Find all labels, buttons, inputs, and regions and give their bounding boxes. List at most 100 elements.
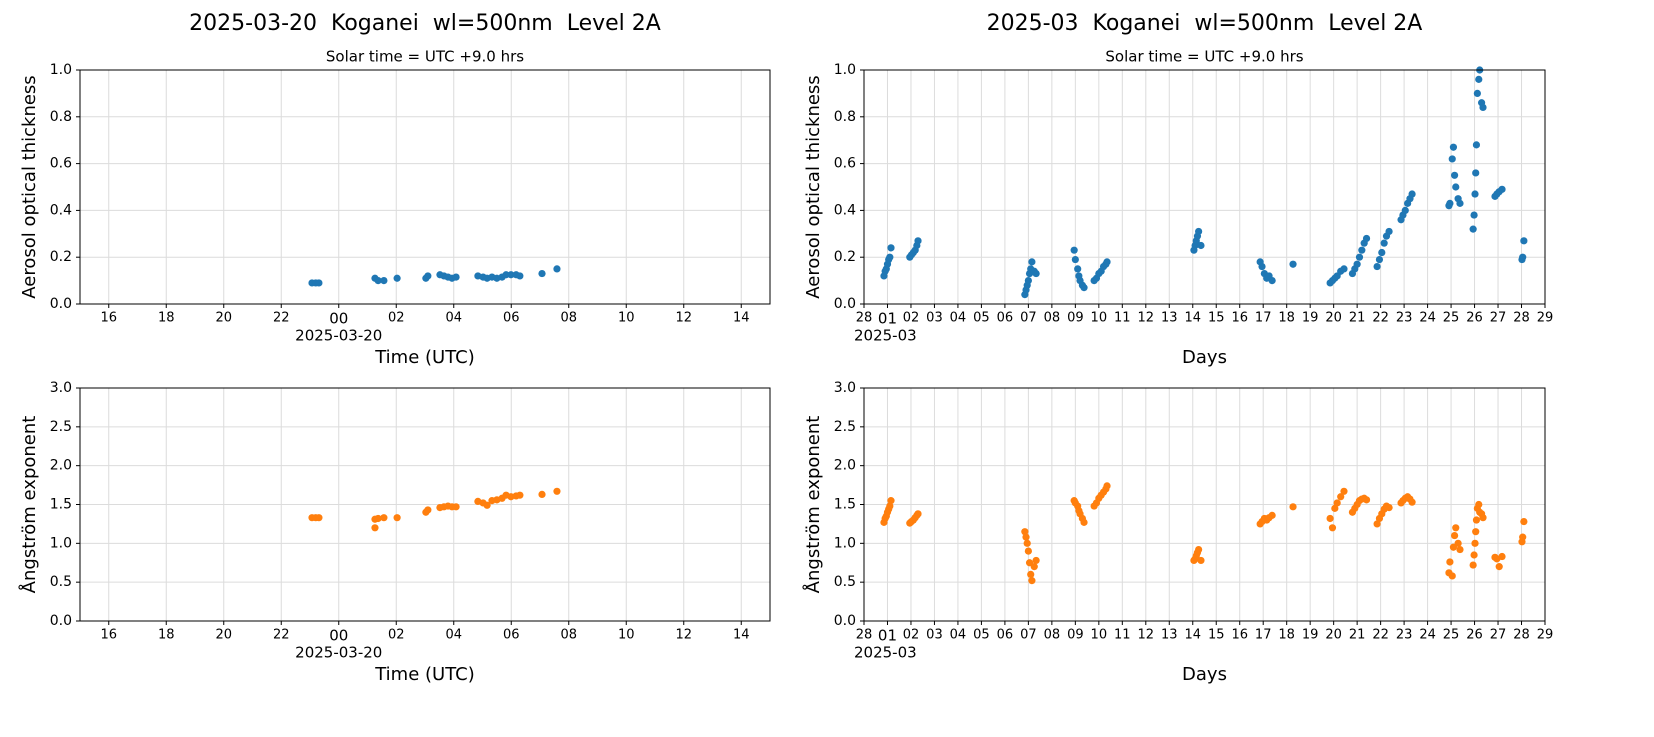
- data-point: [1362, 496, 1371, 504]
- y-tick-label: 1.0: [50, 535, 72, 551]
- x-tick-label: 14: [733, 311, 750, 326]
- x-tick-label: 18: [158, 628, 175, 643]
- data-point: [1023, 539, 1031, 547]
- data-point: [1027, 570, 1035, 579]
- y-tick-label: 0.6: [834, 156, 856, 172]
- x-tick-label: 02: [903, 628, 920, 643]
- x-tick-label: 01: [878, 627, 897, 645]
- data-point: [1028, 258, 1036, 266]
- data-point: [1450, 531, 1459, 540]
- x-tick-label: 22: [273, 311, 290, 326]
- data-point: [1475, 75, 1483, 83]
- x-tick-label: 25: [1443, 311, 1460, 326]
- x-tick-label: 28: [1513, 311, 1530, 326]
- x-tick-label: 06: [997, 311, 1014, 326]
- data-point: [393, 274, 401, 282]
- data-point: [1071, 255, 1079, 264]
- points: [880, 482, 1528, 585]
- data-point: [1401, 206, 1409, 214]
- x-tick-label: 22: [273, 628, 290, 643]
- points: [308, 487, 561, 532]
- y-tick-label: 0.2: [50, 249, 72, 265]
- subplot: 2025-03-20 Koganei wl=500nm Level 2A Sola…: [19, 11, 771, 368]
- data-point: [1289, 260, 1297, 268]
- x-axis-label: Time (UTC): [374, 347, 475, 368]
- x-tick-label: 04: [445, 628, 462, 643]
- x-tick-label: 20: [1325, 628, 1342, 643]
- data-point: [1333, 499, 1341, 507]
- x-tick-label: 02: [388, 311, 405, 326]
- points: [880, 66, 1528, 299]
- x-tick-label: 01: [878, 310, 897, 328]
- data-point: [1469, 225, 1477, 233]
- y-tick-label: 0.8: [834, 109, 856, 125]
- data-point: [374, 277, 382, 285]
- data-point: [1080, 518, 1088, 526]
- x-tick-label: 06: [503, 311, 520, 326]
- x-tick-label: 19: [1302, 628, 1319, 643]
- x-tick-label: 07: [1020, 628, 1037, 643]
- x-tick-label: 22: [1372, 311, 1389, 326]
- x-tick-label: 09: [1067, 311, 1084, 326]
- data-point: [1450, 171, 1459, 179]
- y-tick-label: 1.0: [50, 62, 72, 78]
- x-tick-label: 09: [1067, 628, 1084, 643]
- data-point: [1472, 528, 1480, 536]
- data-point: [1519, 253, 1527, 261]
- x-tick-label: 28: [856, 628, 873, 643]
- y-tick-label: 1.5: [50, 497, 72, 513]
- x-tick-label: 15: [1208, 311, 1225, 326]
- x-offset-label: 2025-03-20: [295, 327, 382, 345]
- x-tick-label: 23: [1396, 311, 1413, 326]
- data-point: [1470, 551, 1478, 559]
- data-point: [380, 514, 388, 522]
- x-tick-label: 28: [1513, 628, 1530, 643]
- data-point: [538, 490, 546, 499]
- data-point: [887, 244, 895, 252]
- data-point: [886, 502, 894, 510]
- x-tick-label: 16: [100, 311, 117, 326]
- data-point: [1471, 190, 1479, 198]
- data-point: [1449, 143, 1458, 151]
- data-point: [424, 272, 432, 280]
- x-tick-label: 24: [1419, 311, 1436, 326]
- x-tick-label: 27: [1490, 311, 1507, 326]
- x-tick-label: 08: [560, 311, 577, 326]
- y-tick-label: 0.6: [50, 156, 72, 172]
- data-point: [1479, 514, 1487, 522]
- data-point: [1448, 155, 1456, 163]
- x-tick-label: 21: [1349, 311, 1366, 326]
- data-point: [380, 277, 388, 285]
- x-tick-label: 16: [1231, 311, 1248, 326]
- y-tick-label: 2.5: [50, 419, 72, 435]
- data-point: [1519, 533, 1527, 541]
- data-point: [315, 514, 323, 522]
- x-tick-label: 03: [926, 628, 943, 643]
- points: [308, 265, 561, 287]
- x-tick-label: 16: [100, 628, 117, 643]
- y-axis-label: Ångström exponent: [18, 416, 40, 594]
- data-point: [1258, 262, 1266, 271]
- data-point: [1355, 253, 1364, 261]
- x-tick-label: 07: [1020, 311, 1037, 326]
- data-point: [1331, 504, 1339, 512]
- x-tick-label: 26: [1466, 628, 1483, 643]
- y-tick-label: 2.5: [834, 419, 856, 435]
- y-tick-label: 2.0: [834, 458, 856, 474]
- data-point: [1520, 237, 1528, 245]
- x-tick-label: 17: [1255, 628, 1272, 643]
- x-tick-label: 04: [445, 311, 462, 326]
- chart-title: 2025-03-20 Koganei wl=500nm Level 2A: [189, 11, 661, 36]
- x-tick-label: 27: [1490, 628, 1507, 643]
- x-tick-label: 05: [973, 311, 990, 326]
- data-point: [1385, 504, 1393, 512]
- data-point: [1070, 246, 1078, 254]
- data-point: [886, 253, 894, 261]
- x-tick-label: 12: [675, 628, 692, 643]
- x-tick-label: 22: [1372, 628, 1389, 643]
- x-tick-label: 26: [1466, 311, 1483, 326]
- axes-frame: [863, 387, 1546, 622]
- y-tick-label: 1.5: [834, 497, 856, 513]
- data-point: [1498, 185, 1506, 193]
